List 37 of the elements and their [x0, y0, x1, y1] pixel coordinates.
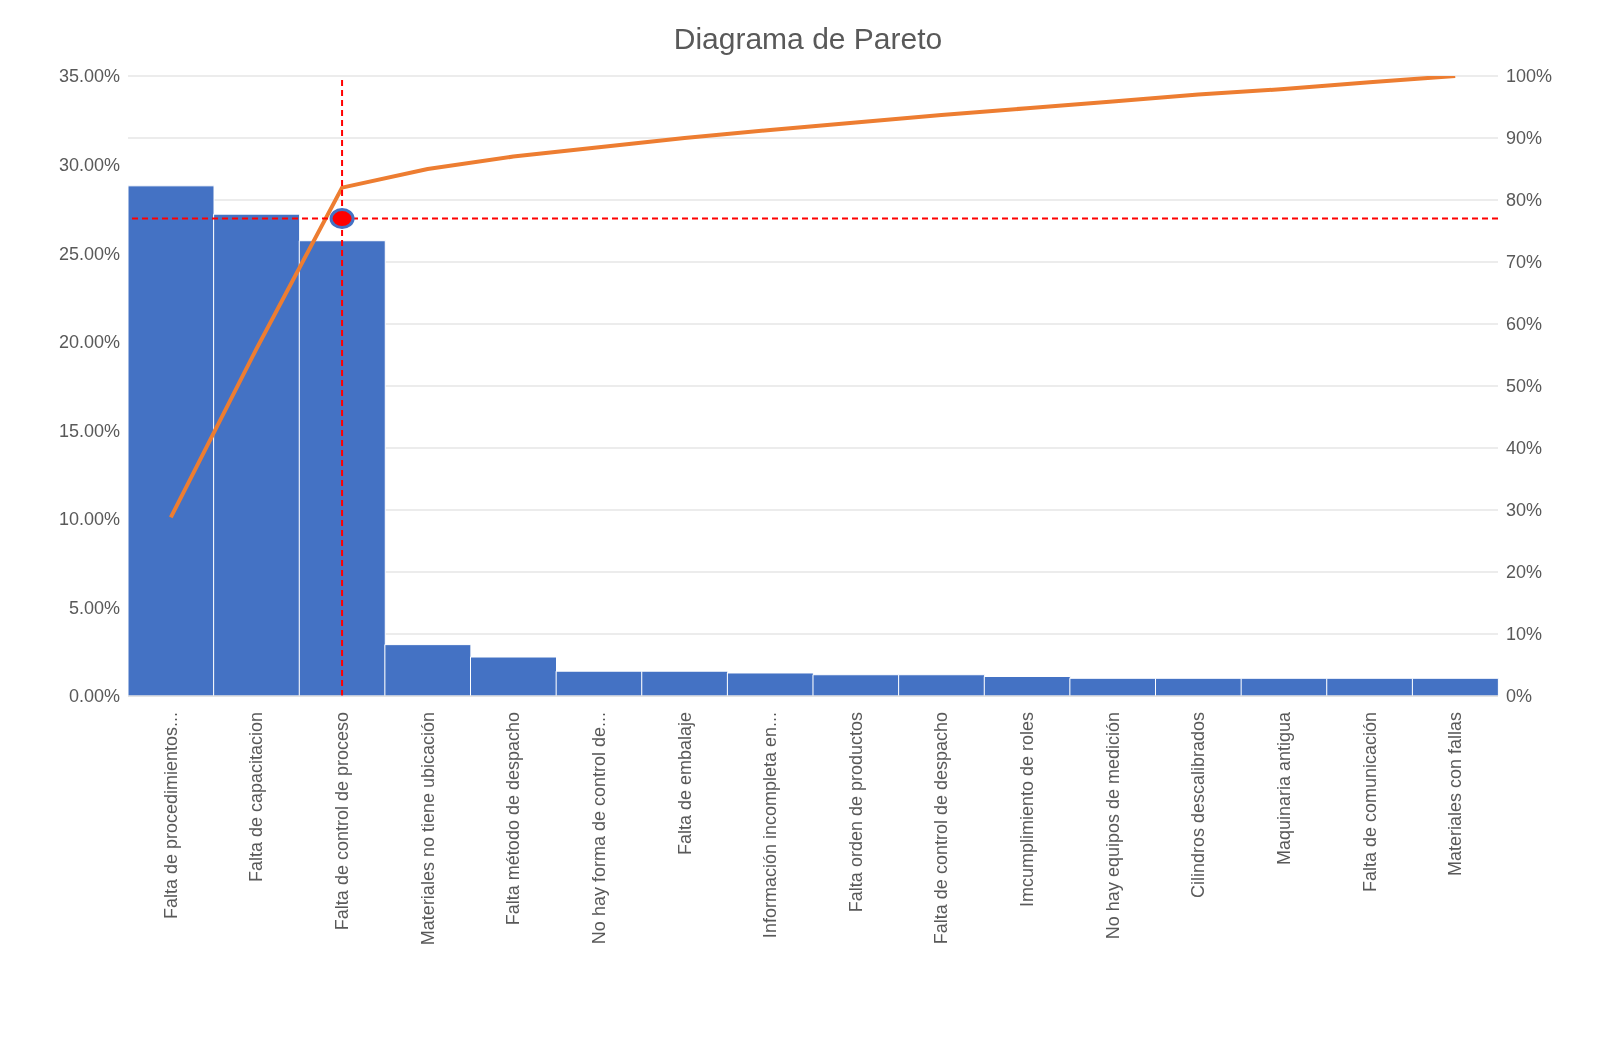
- x-tick-label: No hay forma de control de...: [588, 712, 609, 945]
- y-tick-label: 15.00%: [58, 420, 120, 441]
- y2-tick-label: 60%: [1506, 314, 1543, 335]
- y-tick-label: 5.00%: [68, 597, 120, 618]
- y-tick-label: 0.00%: [68, 686, 120, 707]
- y2-tick-label: 30%: [1506, 500, 1543, 521]
- x-tick-label: Falta orden de productos: [845, 712, 866, 913]
- y2-tick-label: 10%: [1506, 624, 1543, 645]
- y-tick-label: 35.00%: [58, 66, 120, 87]
- x-tick-label: Imcumplimiento de roles: [1017, 712, 1038, 908]
- x-tick-label: Falta método de despacho: [503, 712, 524, 926]
- chart-title: Diagrama de Pareto: [672, 21, 944, 56]
- x-tick-label: Materiales no tiene ubicación: [417, 712, 438, 946]
- y2-tick-label: 100%: [1506, 66, 1553, 87]
- x-tick-label: Falta de control de proceso: [332, 712, 353, 931]
- y2-tick-label: 40%: [1506, 438, 1543, 459]
- y2-tick-label: 70%: [1506, 252, 1543, 273]
- x-tick-label: Falta de embalaje: [674, 712, 695, 856]
- y-tick-label: 30.00%: [58, 154, 120, 175]
- x-tick-label: Falta de procedimientos...: [160, 712, 181, 920]
- y-tick-label: 10.00%: [58, 509, 120, 530]
- y-tick-label: 20.00%: [58, 332, 120, 353]
- y2-tick-label: 0%: [1506, 686, 1533, 707]
- x-tick-label: Información incompleta en...: [760, 712, 781, 939]
- x-tick-label: Maquinaria antigua: [1273, 711, 1294, 866]
- x-tick-label: Falta de comunicación: [1359, 712, 1380, 893]
- y2-tick-label: 80%: [1506, 190, 1543, 211]
- x-tick-label: Falta de capacitacion: [246, 712, 267, 883]
- y2-tick-label: 90%: [1506, 128, 1543, 149]
- x-tick-label: Cilindros descalibrados: [1188, 712, 1209, 899]
- y2-tick-label: 50%: [1506, 376, 1543, 397]
- x-tick-label: No hay equipos de medición: [1102, 712, 1123, 940]
- y2-tick-label: 20%: [1506, 562, 1543, 583]
- x-tick-label: Falta de control de despacho: [931, 712, 952, 945]
- x-tick-label: Materiales con fallas: [1445, 712, 1466, 877]
- y-tick-label: 25.00%: [58, 243, 120, 264]
- line-series: [168, 76, 1458, 520]
